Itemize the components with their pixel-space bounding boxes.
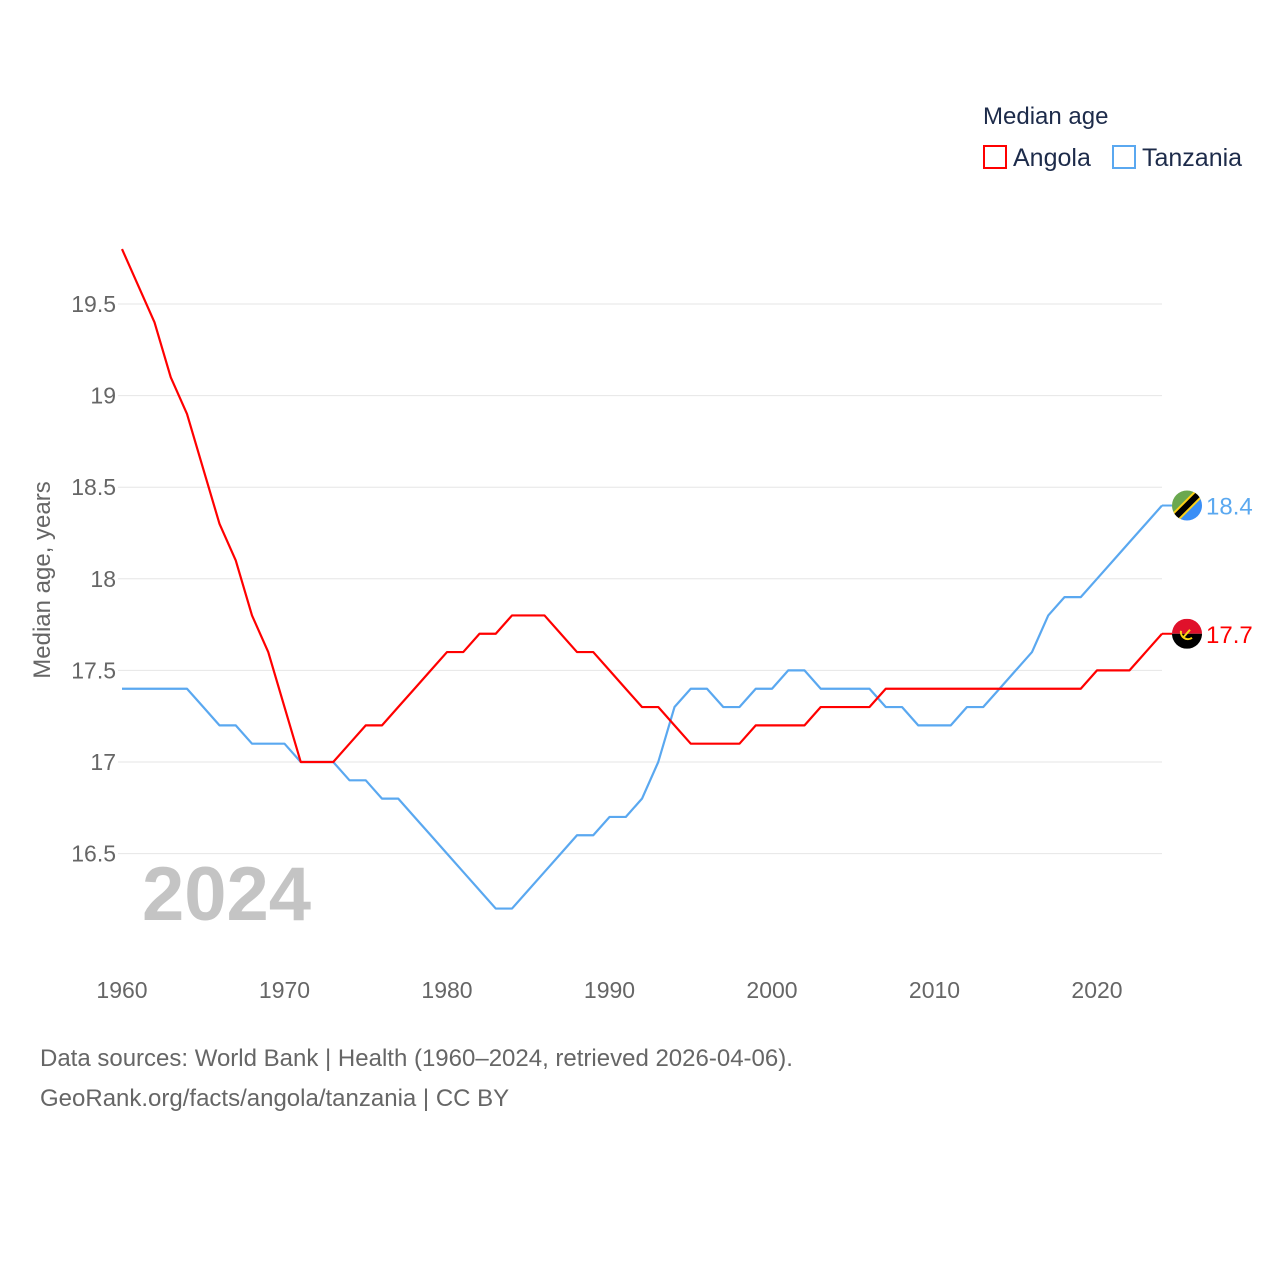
- legend-swatch-tanzania[interactable]: [1112, 145, 1136, 169]
- y-axis-label: Median age, years: [29, 481, 56, 678]
- source-credit-link[interactable]: GeoRank.org/facts/angola/tanzania | CC B…: [40, 1085, 510, 1112]
- legend-label-angola[interactable]: Angola: [1013, 144, 1091, 172]
- gridlines: [118, 303, 1162, 855]
- x-tick-label: 1990: [584, 977, 635, 1003]
- x-axis-ticks: 1960 1970 1980 1990 2000 2010 2020: [96, 977, 1122, 1003]
- legend-label-tanzania[interactable]: Tanzania: [1142, 144, 1242, 172]
- x-tick-label: 2010: [909, 977, 960, 1003]
- data-sources: Data sources: World Bank | Health (1960–…: [40, 1045, 793, 1072]
- end-value-label-tanzania: 18.4: [1206, 494, 1253, 521]
- x-tick-label: 1970: [259, 977, 310, 1003]
- x-tick-label: 1980: [421, 977, 472, 1003]
- y-axis-ticks: 16.5 17 17.5 18 18.5 19 19.5: [71, 291, 116, 867]
- angola-flag-icon: [1172, 618, 1202, 649]
- y-tick-label: 19: [90, 383, 116, 409]
- y-tick-label: 19.5: [71, 291, 116, 317]
- y-tick-label: 18: [90, 566, 116, 592]
- series-lines: [120, 248, 1163, 910]
- x-tick-label: 1960: [96, 977, 147, 1003]
- y-tick-label: 17.5: [71, 657, 116, 683]
- year-watermark: 2024: [142, 852, 311, 937]
- series-line-angola: [120, 248, 1163, 764]
- legend-swatch-angola[interactable]: [983, 145, 1007, 169]
- x-tick-label: 2020: [1071, 977, 1122, 1003]
- legend-title: Median age: [983, 103, 1108, 130]
- y-tick-label: 17: [90, 749, 116, 775]
- tanzania-flag-icon: [1172, 490, 1202, 521]
- series-line-tanzania: [122, 504, 1163, 910]
- line-chart: 16.5 17 17.5 18 18.5 19 19.5 1960 1970 1980 1990 2…: [29, 103, 1253, 1003]
- y-tick-label: 16.5: [71, 841, 116, 867]
- end-labels: 17.7 18.4: [1162, 490, 1253, 649]
- legend: Median age Angola Tanzania: [983, 103, 1242, 172]
- x-tick-label: 2000: [746, 977, 797, 1003]
- end-value-label-angola: 17.7: [1206, 622, 1253, 649]
- y-tick-label: 18.5: [71, 474, 116, 500]
